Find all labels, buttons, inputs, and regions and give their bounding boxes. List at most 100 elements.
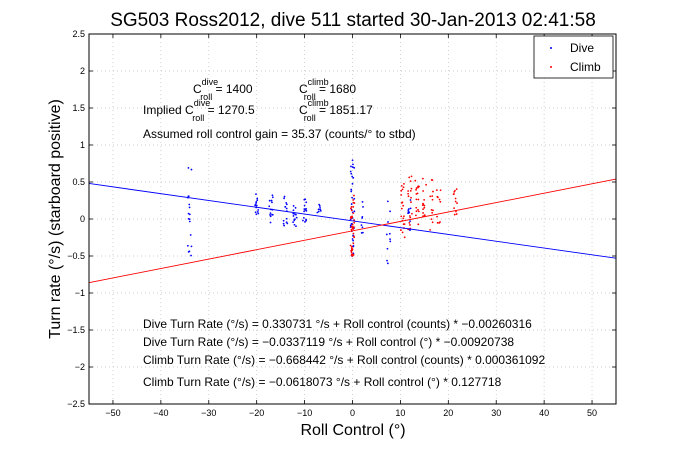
data-point <box>256 199 259 202</box>
data-point <box>351 216 354 219</box>
legend-dive-label: Dive <box>570 41 594 55</box>
data-point <box>319 206 321 209</box>
data-point <box>285 203 288 206</box>
data-point <box>304 221 306 223</box>
data-point <box>268 205 271 208</box>
data-point <box>409 190 412 192</box>
data-point <box>410 187 413 190</box>
data-point <box>423 199 426 201</box>
data-point <box>269 213 271 216</box>
data-point <box>407 212 409 215</box>
data-point <box>432 209 434 212</box>
legend: Dive Climb <box>533 35 614 79</box>
data-point <box>350 172 353 175</box>
y-tick-label: 1.5 <box>72 103 85 113</box>
data-point <box>438 198 441 201</box>
data-point <box>350 203 353 205</box>
data-point <box>351 166 354 168</box>
data-point <box>187 217 190 220</box>
data-point <box>349 170 352 173</box>
x-tick-label: 40 <box>539 408 549 418</box>
data-point <box>388 232 391 235</box>
legend-climb-label: Climb <box>570 60 601 74</box>
data-point <box>386 262 389 265</box>
dive-fit-line <box>88 183 617 259</box>
data-point <box>305 201 308 204</box>
data-point <box>431 195 434 197</box>
data-point <box>295 213 297 216</box>
data-point <box>282 219 285 222</box>
data-point <box>284 205 287 208</box>
data-point <box>294 206 297 209</box>
data-point <box>255 201 258 203</box>
data-point <box>350 205 353 208</box>
data-point <box>257 212 260 215</box>
data-point <box>385 233 388 236</box>
data-point <box>408 208 410 210</box>
data-point <box>303 204 306 207</box>
data-point <box>292 205 295 207</box>
data-point <box>292 212 295 215</box>
data-point <box>402 217 405 220</box>
data-point <box>352 163 354 166</box>
data-point <box>293 223 296 226</box>
data-point <box>351 196 353 199</box>
data-point <box>256 197 259 200</box>
data-point <box>415 198 418 201</box>
data-point <box>303 198 306 201</box>
data-point <box>402 204 405 207</box>
y-tick-label: 0 <box>80 214 85 224</box>
data-point <box>429 228 432 231</box>
data-point <box>352 254 355 256</box>
data-point <box>431 198 434 201</box>
data-point <box>431 179 434 182</box>
data-point <box>407 195 410 198</box>
y-tick-label: −0.5 <box>67 251 85 261</box>
data-point <box>400 184 403 187</box>
data-point <box>188 220 191 223</box>
data-point <box>188 203 191 206</box>
data-point <box>351 238 354 240</box>
data-point <box>409 199 412 201</box>
data-point <box>302 216 305 219</box>
x-tick-label: 20 <box>443 408 453 418</box>
data-point <box>256 210 259 213</box>
data-point <box>360 224 363 227</box>
y-tick-label: 0.5 <box>72 177 85 187</box>
data-point <box>409 207 412 210</box>
data-point <box>285 217 288 220</box>
data-point <box>417 198 420 201</box>
data-point <box>319 208 322 211</box>
data-point <box>422 208 424 211</box>
data-point <box>414 179 417 182</box>
data-point <box>352 228 355 230</box>
data-point <box>352 232 355 235</box>
x-tick-label: 10 <box>395 408 405 418</box>
data-point <box>350 217 353 220</box>
data-point <box>403 236 406 239</box>
data-point <box>353 221 356 224</box>
climb-eq-counts: Climb Turn Rate (°/s) = −0.668442 °/s + … <box>143 353 545 367</box>
data-point <box>283 197 285 200</box>
data-point <box>190 168 193 171</box>
data-point <box>349 244 352 247</box>
data-point <box>304 208 307 211</box>
data-point <box>409 180 412 182</box>
data-point <box>386 259 388 262</box>
dive-eq-counts: Dive Turn Rate (°/s) = 0.330731 °/s + Ro… <box>143 317 532 331</box>
data-point <box>409 216 412 219</box>
data-point <box>409 229 411 231</box>
data-point <box>456 202 458 204</box>
data-point <box>410 196 412 199</box>
data-point <box>351 182 354 185</box>
data-point <box>409 220 411 223</box>
data-point <box>295 216 298 219</box>
data-point <box>389 238 391 241</box>
data-point <box>285 201 288 204</box>
x-axis-ticks: −50 −40 −30 −20 −10 0 10 20 30 40 50 <box>105 34 597 418</box>
data-point <box>401 231 404 234</box>
data-point <box>350 225 353 228</box>
y-tick-label: −1.5 <box>67 325 85 335</box>
legend-dive-marker <box>550 47 552 49</box>
